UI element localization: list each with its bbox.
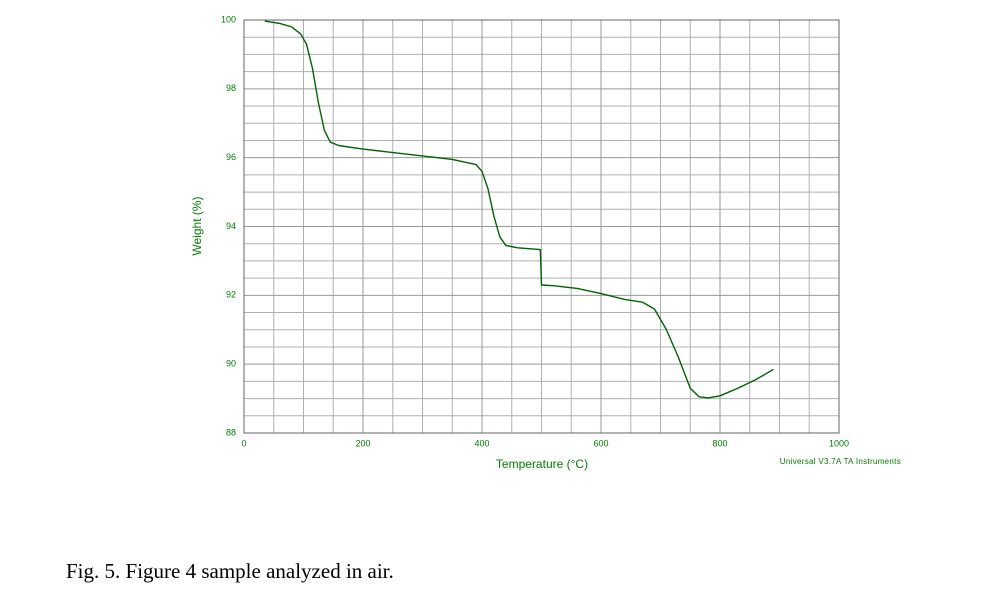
x-tick-label: 600 <box>593 438 608 448</box>
y-tick-label: 92 <box>226 290 236 300</box>
x-tick-label: 1000 <box>829 438 849 448</box>
x-axis-label: Temperature (°C) <box>496 457 588 471</box>
y-tick-label: 96 <box>226 152 236 162</box>
y-tick-label: 90 <box>226 359 236 369</box>
data-line <box>264 20 774 399</box>
y-tick-label: 100 <box>221 14 236 24</box>
x-tick-label: 200 <box>355 438 370 448</box>
y-tick-label: 88 <box>226 427 236 437</box>
x-tick-label: 0 <box>241 438 246 448</box>
x-tick-label: 400 <box>474 438 489 448</box>
x-tick-label: 800 <box>712 438 727 448</box>
y-tick-label: 98 <box>226 83 236 93</box>
figure-caption: Fig. 5. Figure 4 sample analyzed in air. <box>66 559 394 583</box>
plot-frame <box>243 19 840 434</box>
y-tick-label: 94 <box>226 221 236 231</box>
y-axis-label: Weight (%) <box>190 196 204 255</box>
instrument-credit: Universal V3.7A TA Instruments <box>780 457 901 466</box>
